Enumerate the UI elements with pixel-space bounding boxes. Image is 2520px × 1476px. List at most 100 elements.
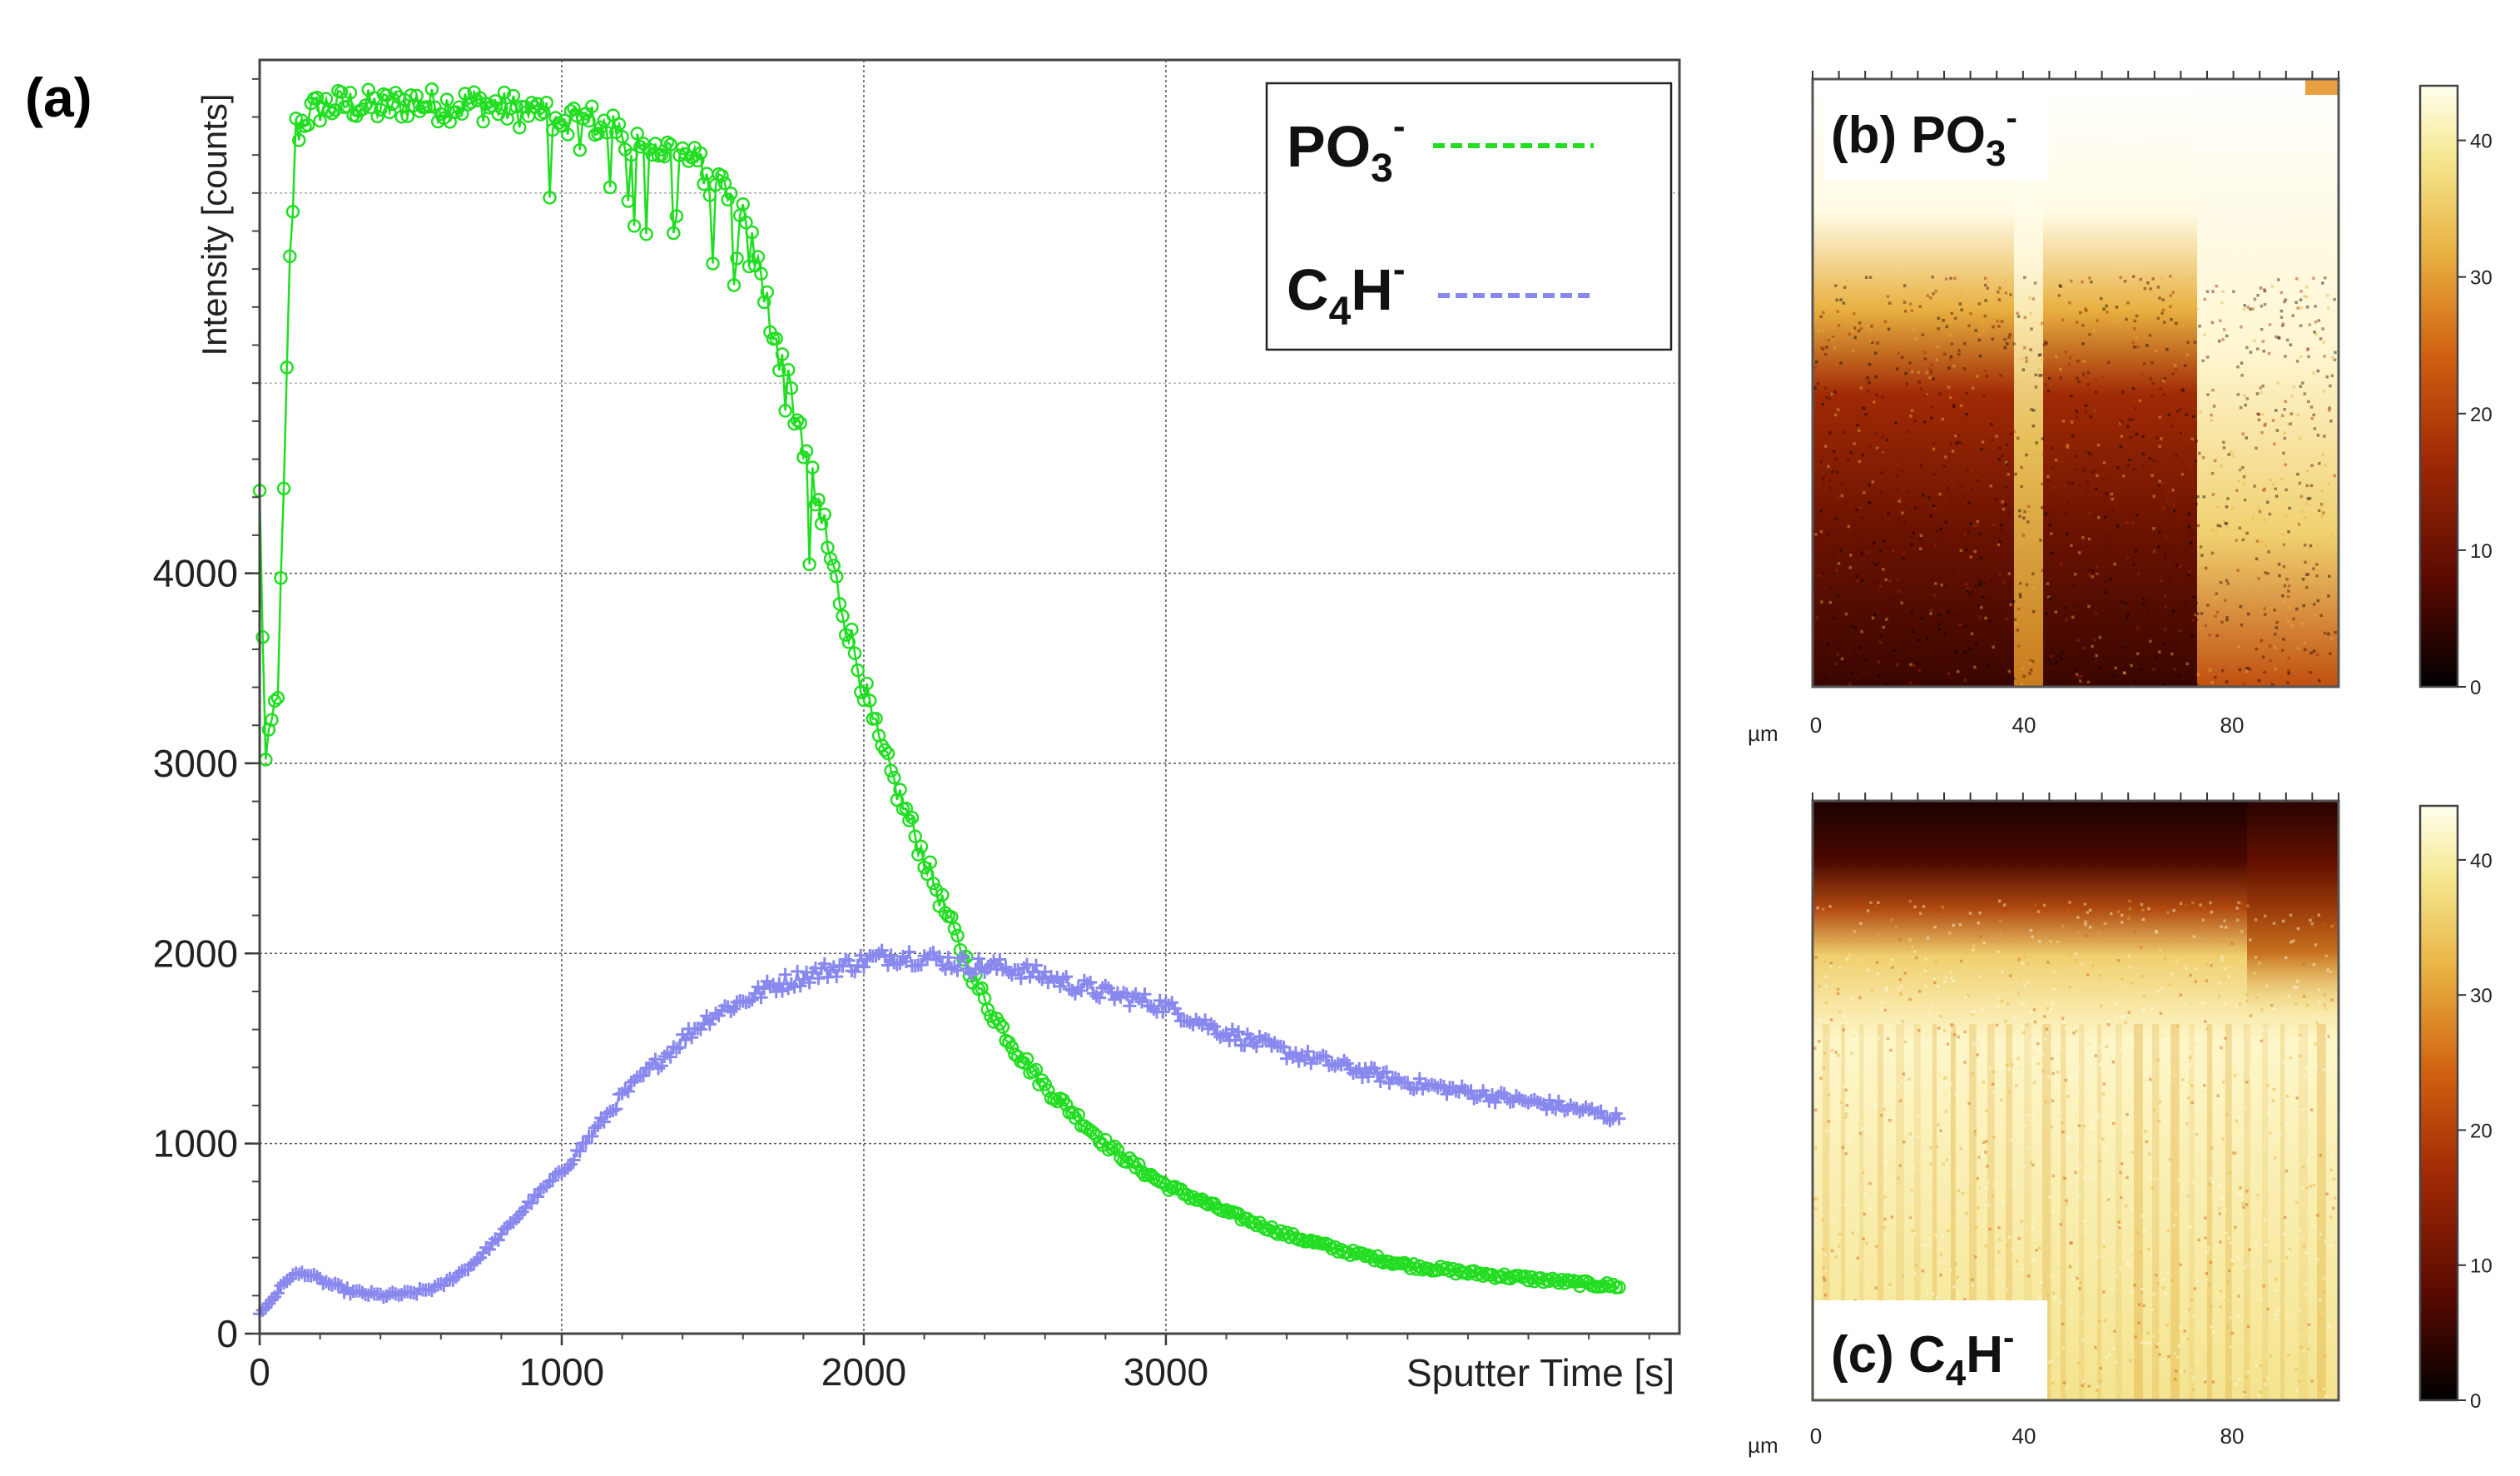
heatmap-pixel: [1888, 962, 1892, 966]
heatmap-pixel: [2327, 1324, 2331, 1329]
heatmap-pixel: [2026, 1274, 2031, 1278]
heatmap-pixel: [2089, 1077, 2092, 1081]
heatmap-pixel: [1930, 405, 1933, 409]
heatmap-pixel: [1875, 961, 1879, 964]
heatmap-pixel: [2164, 594, 2167, 598]
heatmap-pixel: [1838, 1011, 1842, 1014]
heatmap-pixel: [1870, 340, 1874, 344]
data-point: [845, 622, 859, 637]
heatmap-pixel: [2334, 350, 2337, 355]
heatmap-pixel: [2028, 661, 2032, 664]
heatmap-pixel: [2084, 1135, 2088, 1139]
heatmap-pixel: [2314, 943, 2318, 947]
heatmap-pixel: [2172, 434, 2176, 437]
heatmap-pixel: [1957, 434, 1960, 437]
heatmap-pixel: [2160, 481, 2165, 485]
heatmap-pixel: [1844, 1021, 1848, 1025]
heatmap-pixel: [2237, 480, 2240, 483]
heatmap-pixel: [2041, 569, 2045, 572]
heatmap-pixel: [2307, 1323, 2311, 1326]
data-point: [335, 1279, 348, 1293]
heatmap-pixel: [1866, 324, 1869, 328]
heatmap-pixel: [2187, 1096, 2190, 1100]
heatmap-pixel: [2150, 1187, 2155, 1190]
heatmap-pixel: [2276, 381, 2279, 385]
heatmap-pixel: [2009, 293, 2012, 296]
heatmap-pixel: [1950, 499, 1954, 503]
heatmap-pixel: [2148, 969, 2151, 972]
heatmap-pixel: [1927, 496, 1931, 499]
heatmap-pixel: [2263, 487, 2266, 490]
data-point: [267, 693, 282, 708]
heatmap-pixel: [2197, 1154, 2200, 1158]
heatmap-pixel: [2058, 284, 2062, 287]
heatmap-pixel: [2194, 1041, 2198, 1045]
data-point: [1093, 991, 1107, 1005]
heatmap-pixel: [2230, 1331, 2235, 1335]
heatmap-pixel: [2131, 1150, 2135, 1154]
heatmap-pixel: [1963, 342, 1967, 345]
heatmap-pixel: [1927, 1133, 1930, 1137]
heatmap-pixel: [2271, 1099, 2274, 1102]
heatmap-pixel: [2193, 340, 2197, 344]
heatmap-pixel: [2235, 1382, 2238, 1386]
heatmap-pixel: [1868, 1206, 1872, 1210]
data-point: [1232, 1025, 1246, 1039]
heatmap-pixel: [2230, 1345, 2233, 1349]
heatmap-pixel: [1908, 1146, 1912, 1150]
heatmap-pixel: [1938, 392, 1942, 395]
heatmap-pixel: [1947, 657, 1951, 661]
heatmap-pixel: [2304, 295, 2309, 299]
data-point: [1117, 986, 1131, 1000]
heatmap-pixel: [2210, 413, 2213, 417]
heatmap-pixel: [2194, 980, 2197, 983]
heatmap-pixel: [2224, 1207, 2227, 1210]
heatmap-pixel: [1957, 1035, 1960, 1039]
heatmap-pixel: [2193, 1287, 2197, 1290]
heatmap-pixel: [1925, 370, 1929, 375]
heatmap-pixel: [2289, 940, 2293, 944]
heatmap-pixel: [1863, 1192, 1867, 1195]
heatmap-pixel: [2120, 1195, 2123, 1200]
heatmap-pixel: [1916, 1114, 1920, 1117]
heatmap-pixel: [2149, 377, 2153, 380]
heatmap-pixel: [1959, 1250, 1962, 1253]
heatmap-pixel: [2145, 610, 2150, 614]
data-point: [597, 1115, 611, 1129]
heatmap-pixel: [2245, 531, 2249, 535]
heatmap-pixel: [2054, 459, 2058, 462]
data-point: [824, 963, 837, 977]
data-point: [648, 1052, 662, 1066]
heatmap-pixel: [1859, 327, 1863, 330]
heatmap-pixel: [2258, 510, 2262, 514]
data-point: [754, 266, 768, 281]
heatmap-pixel: [1991, 578, 1994, 582]
heatmap-pixel: [1905, 382, 1909, 385]
heatmap-pixel: [2160, 277, 2164, 281]
heatmap-pixel: [2072, 584, 2076, 587]
heatmap-pixel: [2163, 957, 2167, 961]
heatmap-pixel: [2186, 1195, 2190, 1199]
heatmap-pixel: [2129, 1247, 2132, 1250]
heatmap-pixel: [2329, 652, 2332, 655]
heatmap-pixel: [1922, 1200, 1926, 1204]
heatmap-pixel: [2063, 606, 2067, 609]
heatmap-pixel: [2261, 1055, 2265, 1058]
heatmap-pixel: [2066, 454, 2069, 458]
heatmap-pixel: [1944, 277, 1948, 281]
heatmap-pixel: [1821, 477, 1825, 480]
heatmap-pixel: [1896, 663, 1899, 666]
heatmap-pixel: [1847, 298, 1851, 301]
heatmap-pixel: [2124, 1394, 2128, 1397]
heatmap-pixel: [2316, 544, 2319, 547]
heatmap-pixel: [1942, 465, 1946, 469]
data-point: [709, 1006, 723, 1021]
heatmap-pixel: [2168, 983, 2171, 986]
heatmap-pixel: [1816, 382, 1820, 385]
heatmap-pixel: [2092, 329, 2096, 332]
heatmap-pixel: [2312, 1184, 2316, 1187]
data-point: [618, 1082, 632, 1096]
heatmap-pixel: [2274, 1278, 2278, 1281]
heatmap-pixel: [1885, 988, 1888, 992]
heatmap-pixel: [2012, 600, 2016, 604]
